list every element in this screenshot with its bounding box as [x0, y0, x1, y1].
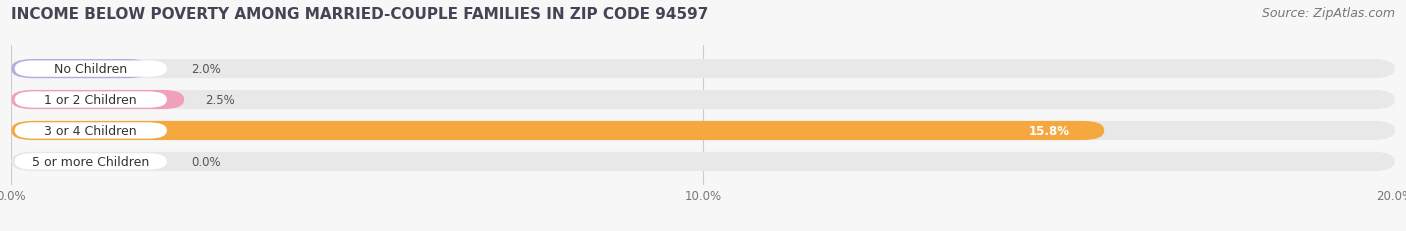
FancyBboxPatch shape — [11, 152, 1395, 171]
Text: 3 or 4 Children: 3 or 4 Children — [45, 125, 138, 137]
FancyBboxPatch shape — [11, 60, 1395, 79]
FancyBboxPatch shape — [11, 91, 1395, 110]
Text: 1 or 2 Children: 1 or 2 Children — [45, 94, 138, 106]
FancyBboxPatch shape — [14, 154, 167, 170]
Text: 15.8%: 15.8% — [1029, 125, 1070, 137]
FancyBboxPatch shape — [11, 91, 184, 110]
FancyBboxPatch shape — [14, 123, 167, 139]
FancyBboxPatch shape — [14, 92, 167, 108]
Text: No Children: No Children — [55, 63, 128, 76]
FancyBboxPatch shape — [11, 121, 1104, 140]
Text: 2.0%: 2.0% — [191, 63, 221, 76]
Text: 5 or more Children: 5 or more Children — [32, 155, 149, 168]
Text: 0.0%: 0.0% — [191, 155, 221, 168]
FancyBboxPatch shape — [11, 60, 149, 79]
Text: INCOME BELOW POVERTY AMONG MARRIED-COUPLE FAMILIES IN ZIP CODE 94597: INCOME BELOW POVERTY AMONG MARRIED-COUPL… — [11, 7, 709, 22]
Text: 2.5%: 2.5% — [205, 94, 235, 106]
FancyBboxPatch shape — [14, 61, 167, 77]
Text: Source: ZipAtlas.com: Source: ZipAtlas.com — [1261, 7, 1395, 20]
FancyBboxPatch shape — [11, 121, 1395, 140]
